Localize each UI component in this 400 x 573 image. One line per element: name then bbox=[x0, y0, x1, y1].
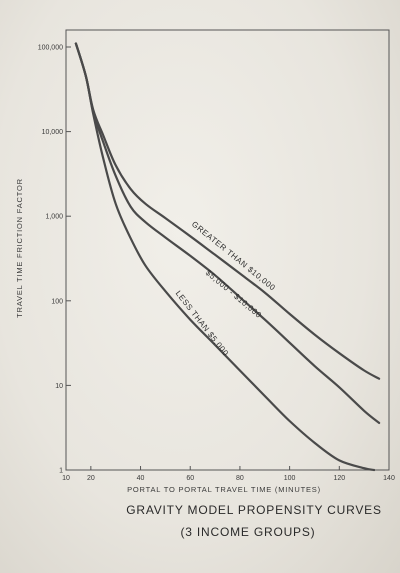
curve-label-greater-than-10000: GREATER THAN $10,000 bbox=[190, 219, 277, 292]
y-tick-label: 10,000 bbox=[42, 129, 64, 136]
x-axis-label: PORTAL TO PORTAL TRAVEL TIME (MINUTES) bbox=[127, 485, 321, 494]
x-tick-label: 100 bbox=[284, 475, 296, 482]
x-tick-label: 140 bbox=[383, 475, 395, 482]
curve-greater-than-10000 bbox=[74, 42, 381, 380]
chart-title: GRAVITY MODEL PROPENSITY CURVES bbox=[126, 503, 382, 517]
curve-label-less-than-5000: LESS THAN $5,000 bbox=[174, 289, 231, 358]
y-axis-label: TRAVEL TIME FRICTION FACTOR bbox=[15, 178, 24, 318]
curve-less-than-5000 bbox=[74, 42, 376, 472]
x-tick-label: 20 bbox=[87, 475, 95, 482]
y-tick-label: 100 bbox=[51, 298, 63, 305]
y-tick-label: 100,000 bbox=[38, 45, 63, 52]
chart-subtitle: (3 INCOME GROUPS) bbox=[181, 525, 316, 539]
y-tick-label: 10 bbox=[55, 383, 63, 390]
plot-frame bbox=[65, 29, 390, 471]
y-tick-label: 1 bbox=[59, 468, 63, 475]
x-tick-label: 10 bbox=[62, 475, 70, 482]
curves bbox=[74, 42, 381, 472]
x-tick-label: 120 bbox=[333, 475, 345, 482]
x-tick-label: 80 bbox=[236, 475, 244, 482]
y-tick-label: 1,000 bbox=[45, 214, 63, 221]
curve-5000-10000 bbox=[74, 42, 381, 424]
x-tick-label: 40 bbox=[137, 475, 145, 482]
ticks: 10 20 40 60 80 100 120 1401101001,00010,000100,… bbox=[38, 45, 395, 483]
x-tick-label: 60 bbox=[186, 475, 194, 482]
